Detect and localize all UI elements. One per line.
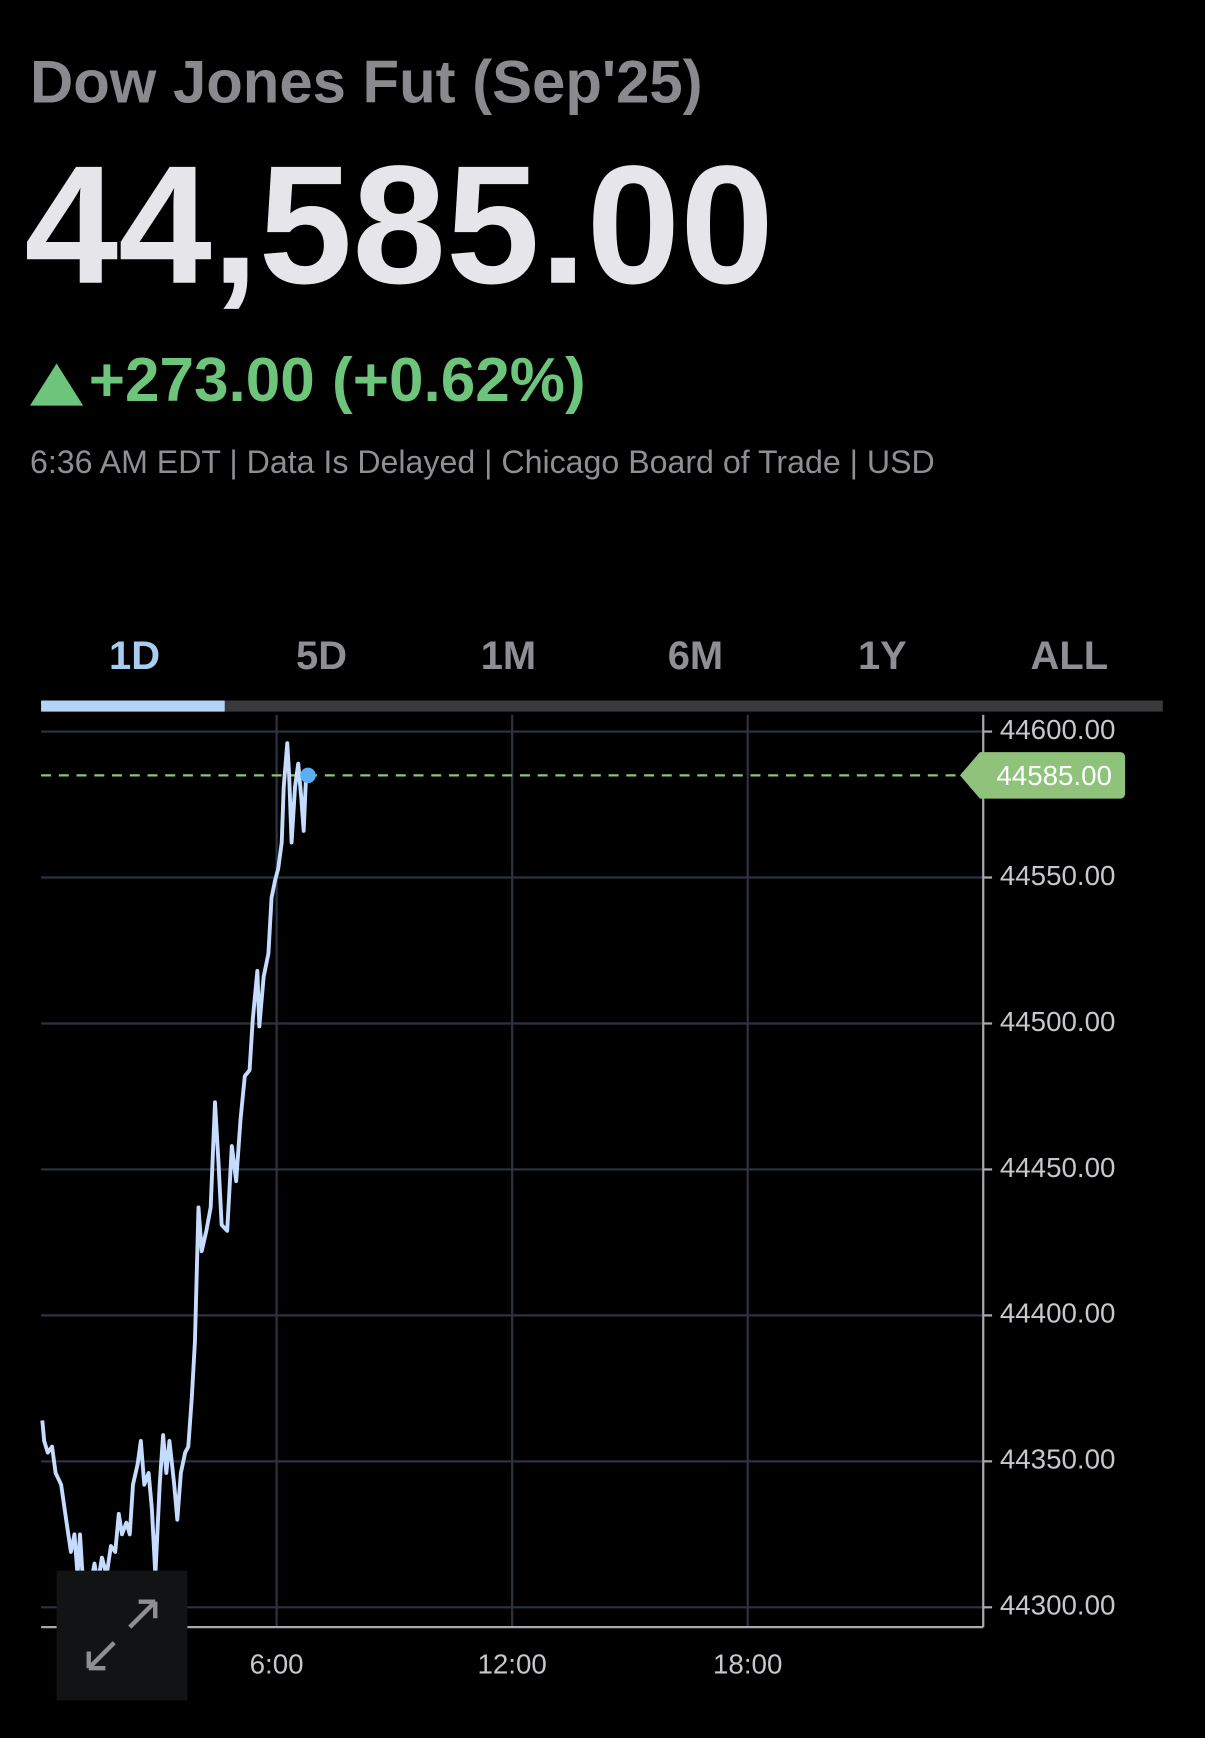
tab[interactable]: 6M <box>668 634 723 678</box>
x-tick-label: 6:00 <box>250 1648 304 1679</box>
expand-button[interactable] <box>56 1570 188 1701</box>
x-tick-label: 18:00 <box>713 1648 782 1679</box>
y-tick-label: 44600.00 <box>1000 714 1116 745</box>
tab[interactable]: 1Y <box>858 634 907 678</box>
y-tick-label: 44300.00 <box>1000 1590 1116 1621</box>
tab-indicator <box>41 700 225 712</box>
y-tick-label: 44350.00 <box>1000 1444 1116 1475</box>
tab[interactable]: 1D <box>109 634 160 678</box>
info: 6:36 AM EDT | Data Is Delayed | Chicago … <box>30 444 935 480</box>
last-point <box>300 767 316 784</box>
y-tick-label: 44500.00 <box>1000 1006 1116 1037</box>
change: +273.00 (+0.62%) <box>89 346 586 415</box>
title: Dow Jones Fut (Sep'25) <box>30 48 703 115</box>
reference-badge <box>959 752 1126 799</box>
tabs: 1D 5D 1M 6M 1Y ALL <box>41 634 1108 712</box>
expand-bg[interactable] <box>56 1570 188 1701</box>
y-tick-label: 44400.00 <box>1000 1298 1116 1329</box>
x-tick-label: 12:00 <box>477 1648 546 1679</box>
expand-icon[interactable] <box>86 1599 158 1671</box>
plot: 44300.00 44350.00 44400.00 44450.00 44500.00… <box>40 714 1126 1679</box>
y-tick-label: 44450.00 <box>1000 1152 1116 1183</box>
up-arrow <box>30 363 84 406</box>
tab[interactable]: 1M <box>481 634 536 678</box>
reference-label: 44585.00 <box>996 760 1112 791</box>
price: 44,585.00 <box>24 130 773 319</box>
tab-track <box>41 700 1163 712</box>
tab[interactable]: 5D <box>296 634 347 678</box>
y-tick-label: 44550.00 <box>1000 860 1116 891</box>
tab[interactable]: ALL <box>1031 634 1109 678</box>
